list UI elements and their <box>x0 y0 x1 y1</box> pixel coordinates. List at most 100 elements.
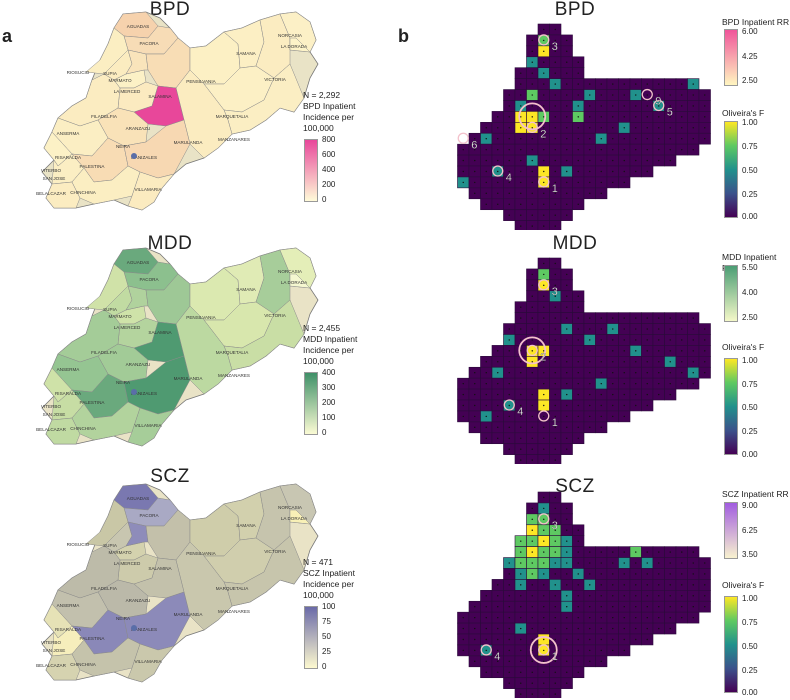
grid-centroid <box>681 372 683 374</box>
municipality-label: RIOSUCIO <box>67 306 90 311</box>
grid-centroid <box>474 181 476 184</box>
grid-centroid <box>681 94 683 96</box>
grid-centroid <box>704 562 706 564</box>
grid-centroid <box>577 148 579 151</box>
grid-centroid <box>646 606 648 608</box>
grid-centroid <box>543 159 545 162</box>
grid-centroid <box>508 214 510 216</box>
grid-centroid <box>497 127 499 129</box>
grid-centroid <box>589 426 591 429</box>
grid-centroid <box>554 61 556 63</box>
grid-centroid <box>692 148 694 151</box>
grid-centroid <box>600 350 602 352</box>
municipality-label: MARMATO <box>108 314 131 319</box>
grid-centroid <box>577 181 579 184</box>
grid-centroid <box>600 192 602 195</box>
grid-centroid <box>566 39 568 42</box>
incidence-colorbar-mdd <box>304 372 318 435</box>
cluster-ring <box>526 121 538 133</box>
grid-centroid <box>600 328 602 330</box>
grid-centroid <box>462 627 464 630</box>
grid-centroid <box>658 573 660 575</box>
grid-centroid <box>520 649 522 652</box>
grid-cell <box>537 454 550 464</box>
grid-centroid <box>566 518 568 521</box>
grid-centroid <box>497 148 499 151</box>
grid-centroid <box>669 317 671 319</box>
grid-centroid <box>577 437 579 439</box>
grid-centroid <box>566 361 568 363</box>
grid-centroid <box>589 328 591 330</box>
grid-centroid <box>600 562 602 564</box>
grid-centroid <box>462 616 464 619</box>
grid-centroid <box>600 426 602 429</box>
row-title-mdd-left: MDD <box>147 233 193 254</box>
tick-label: 0 <box>322 662 327 671</box>
grid-centroid <box>646 317 648 319</box>
grid-cell <box>526 454 539 464</box>
grid-centroid <box>658 584 660 586</box>
grid-centroid <box>566 372 568 374</box>
grid-centroid <box>566 306 568 308</box>
grid-centroid <box>635 382 637 385</box>
grid-centroid <box>577 317 579 319</box>
grid-centroid <box>508 116 510 118</box>
grid-centroid <box>658 372 660 374</box>
municipality-belalcazar <box>41 643 81 681</box>
grid-centroid <box>520 671 522 673</box>
grid-centroid <box>646 584 648 586</box>
grid-centroid <box>554 551 556 553</box>
municipality-label: SAN JOSE <box>43 176 66 181</box>
grid-centroid <box>508 350 510 352</box>
choropleth-map-bpd: AGUADAS PACORA RIOSUCIO SUPIA MARMATO LA MERC… <box>36 11 319 211</box>
grid-centroid <box>485 159 487 162</box>
municipality-label: PENSILVANIA <box>186 315 216 320</box>
grid-centroid <box>692 339 694 341</box>
grid-centroid <box>485 671 487 673</box>
grid-centroid <box>497 638 499 641</box>
grid-centroid <box>589 148 591 151</box>
grid-centroid <box>658 339 660 341</box>
municipality-label: LA DORADA <box>281 516 308 521</box>
grid-centroid <box>692 372 694 374</box>
grid-centroid <box>485 181 487 184</box>
cluster-number-label: 1 <box>552 417 558 429</box>
grid-centroid <box>520 138 522 140</box>
cluster-number-label: 6 <box>471 139 477 151</box>
municipality-label: LA MERCED <box>114 325 141 330</box>
tick-label: 0.75 <box>742 142 758 151</box>
grid-centroid <box>508 426 510 429</box>
grid-centroid <box>612 350 614 352</box>
grid-centroid <box>485 638 487 641</box>
grid-centroid <box>589 361 591 363</box>
grid-centroid <box>692 361 694 363</box>
grid-centroid <box>692 83 694 85</box>
grid-centroid <box>623 382 625 385</box>
grid-centroid <box>589 138 591 140</box>
municipality-villamaria <box>127 407 175 447</box>
grid-centroid <box>508 192 510 195</box>
grid-centroid <box>543 518 545 521</box>
grid-centroid <box>554 584 556 586</box>
grid-centroid <box>508 448 510 450</box>
grid-centroid <box>577 649 579 652</box>
grid-centroid <box>543 262 545 265</box>
grid-centroid <box>520 83 522 85</box>
grid-centroid <box>554 203 556 205</box>
grid-centroid <box>566 595 568 597</box>
grid-centroid <box>508 372 510 374</box>
grid-centroid <box>600 573 602 575</box>
municipality-label: MARQUETALIA <box>216 114 250 119</box>
municipality-label: PALESTINA <box>80 636 106 641</box>
grid-centroid <box>704 584 706 586</box>
municipality-label: MANIZALES <box>131 391 157 396</box>
grid-centroid <box>531 551 533 553</box>
grid-centroid <box>646 138 648 140</box>
municipality-villamaria <box>127 643 175 683</box>
grid-centroid <box>646 361 648 363</box>
grid-centroid <box>520 159 522 162</box>
grid-centroid <box>508 627 510 630</box>
grid-centroid <box>508 682 510 684</box>
grid-centroid <box>520 573 522 575</box>
grid-centroid <box>612 83 614 85</box>
